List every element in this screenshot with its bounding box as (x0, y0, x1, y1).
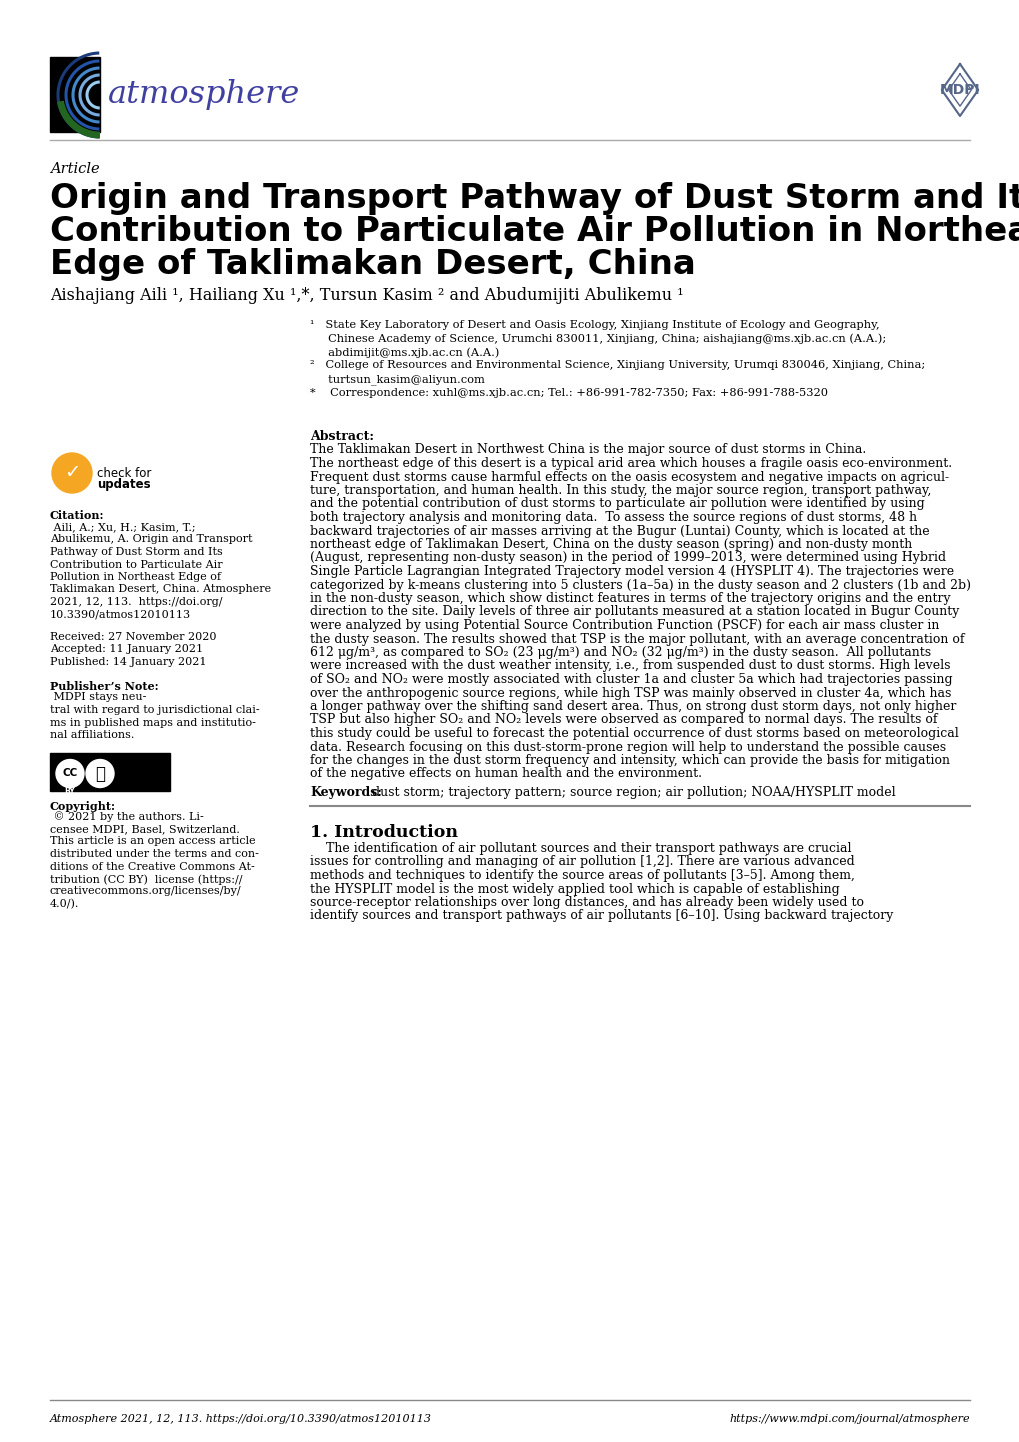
Text: Aishajiang Aili ¹, Hailiang Xu ¹,*, Tursun Kasim ² and Abudumijiti Abulikemu ¹: Aishajiang Aili ¹, Hailiang Xu ¹,*, Turs… (50, 287, 683, 304)
Text: creativecommons.org/licenses/by/: creativecommons.org/licenses/by/ (50, 887, 242, 897)
Text: Taklimakan Desert, China. Atmosphere: Taklimakan Desert, China. Atmosphere (50, 584, 271, 594)
Text: ditions of the Creative Commons At-: ditions of the Creative Commons At- (50, 861, 255, 871)
Text: both trajectory analysis and monitoring data.  To assess the source regions of d: both trajectory analysis and monitoring … (310, 510, 916, 523)
Bar (50, 753, 170, 790)
Text: censee MDPI, Basel, Switzerland.: censee MDPI, Basel, Switzerland. (50, 823, 239, 833)
Text: source-receptor relationships over long distances, and has already been widely u: source-receptor relationships over long … (310, 895, 863, 908)
Text: Aili, A.; Xu, H.; Kasim, T.;: Aili, A.; Xu, H.; Kasim, T.; (50, 522, 196, 532)
Text: Abstract:: Abstract: (310, 430, 374, 443)
Text: Keywords:: Keywords: (310, 786, 381, 799)
Text: issues for controlling and managing of air pollution [1,2]. There are various ad: issues for controlling and managing of a… (310, 855, 854, 868)
Text: were analyzed by using Potential Source Contribution Function (PSCF) for each ai: were analyzed by using Potential Source … (310, 619, 938, 632)
Text: Pollution in Northeast Edge of: Pollution in Northeast Edge of (50, 572, 221, 583)
Text: Article: Article (50, 162, 100, 176)
Text: ¹   State Key Laboratory of Desert and Oasis Ecology, Xinjiang Institute of Ecol: ¹ State Key Laboratory of Desert and Oas… (310, 320, 878, 330)
Text: ⓑ: ⓑ (95, 764, 105, 783)
Text: ✓: ✓ (64, 463, 81, 483)
Text: turtsun_kasim@aliyun.com: turtsun_kasim@aliyun.com (310, 373, 484, 385)
Text: Received: 27 November 2020: Received: 27 November 2020 (50, 632, 216, 642)
Text: atmosphere: atmosphere (108, 78, 300, 110)
Text: CC: CC (62, 769, 77, 779)
Text: Published: 14 January 2021: Published: 14 January 2021 (50, 658, 206, 668)
Text: the dusty season. The results showed that TSP is the major pollutant, with an av: the dusty season. The results showed tha… (310, 633, 964, 646)
Text: Atmosphere 2021, 12, 113. https://doi.org/10.3390/atmos12010113: Atmosphere 2021, 12, 113. https://doi.or… (50, 1415, 432, 1425)
Text: Accepted: 11 January 2021: Accepted: 11 January 2021 (50, 645, 203, 655)
Text: ms in published maps and institutio-: ms in published maps and institutio- (50, 718, 256, 728)
Text: dust storm; trajectory pattern; source region; air pollution; NOAA/HYSPLIT model: dust storm; trajectory pattern; source r… (372, 786, 895, 799)
Text: of the negative effects on human health and the environment.: of the negative effects on human health … (310, 767, 701, 780)
Circle shape (56, 760, 84, 787)
Text: © 2021 by the authors. Li-: © 2021 by the authors. Li- (50, 812, 204, 822)
Text: Contribution to Particulate Air Pollution in Northeast: Contribution to Particulate Air Pollutio… (50, 215, 1019, 248)
Text: the HYSPLIT model is the most widely applied tool which is capable of establishi: the HYSPLIT model is the most widely app… (310, 883, 839, 895)
Text: 4.0/).: 4.0/). (50, 898, 79, 910)
Text: updates: updates (97, 477, 151, 490)
Text: Frequent dust storms cause harmful effects on the oasis ecosystem and negative i: Frequent dust storms cause harmful effec… (310, 470, 949, 483)
Text: this study could be useful to forecast the potential occurrence of dust storms b: this study could be useful to forecast t… (310, 727, 958, 740)
Text: *    Correspondence: xuhl@ms.xjb.ac.cn; Tel.: +86-991-782-7350; Fax: +86-991-788: * Correspondence: xuhl@ms.xjb.ac.cn; Tel… (310, 388, 827, 398)
Text: and the potential contribution of dust storms to particulate air pollution were : and the potential contribution of dust s… (310, 497, 924, 510)
Text: direction to the site. Daily levels of three air pollutants measured at a statio: direction to the site. Daily levels of t… (310, 606, 959, 619)
Text: in the non-dusty season, which show distinct features in terms of the trajectory: in the non-dusty season, which show dist… (310, 593, 950, 606)
Text: ture, transportation, and human health. In this study, the major source region, : ture, transportation, and human health. … (310, 485, 930, 497)
Text: were increased with the dust weather intensity, i.e., from suspended dust to dus: were increased with the dust weather int… (310, 659, 950, 672)
Text: for the changes in the dust storm frequency and intensity, which can provide the: for the changes in the dust storm freque… (310, 754, 949, 767)
Text: Publisher’s Note:: Publisher’s Note: (50, 682, 159, 692)
Text: The northeast edge of this desert is a typical arid area which houses a fragile : The northeast edge of this desert is a t… (310, 457, 951, 470)
Text: MDPI: MDPI (938, 84, 979, 97)
Text: BY: BY (64, 786, 75, 796)
Text: Copyright:: Copyright: (50, 800, 116, 812)
Text: TSP but also higher SO₂ and NO₂ levels were observed as compared to normal days.: TSP but also higher SO₂ and NO₂ levels w… (310, 714, 936, 727)
Text: Abulikemu, A. Origin and Transport: Abulikemu, A. Origin and Transport (50, 535, 253, 545)
Text: 2021, 12, 113.  https://doi.org/: 2021, 12, 113. https://doi.org/ (50, 597, 222, 607)
Text: over the anthropogenic source regions, while high TSP was mainly observed in clu: over the anthropogenic source regions, w… (310, 686, 951, 699)
Text: Origin and Transport Pathway of Dust Storm and Its: Origin and Transport Pathway of Dust Sto… (50, 182, 1019, 215)
Text: Pathway of Dust Storm and Its: Pathway of Dust Storm and Its (50, 547, 222, 557)
Text: The Taklimakan Desert in Northwest China is the major source of dust storms in C: The Taklimakan Desert in Northwest China… (310, 444, 865, 457)
Text: ²   College of Resources and Environmental Science, Xinjiang University, Urumqi : ² College of Resources and Environmental… (310, 360, 924, 371)
Text: categorized by k-means clustering into 5 clusters (1a–5a) in the dusty season an: categorized by k-means clustering into 5… (310, 578, 970, 591)
Text: This article is an open access article: This article is an open access article (50, 836, 256, 846)
Text: (August, representing non-dusty season) in the period of 1999–2013, were determi: (August, representing non-dusty season) … (310, 551, 946, 564)
Text: methods and techniques to identify the source areas of pollutants [3–5]. Among t: methods and techniques to identify the s… (310, 870, 854, 883)
Text: nal affiliations.: nal affiliations. (50, 730, 135, 740)
Text: identify sources and transport pathways of air pollutants [6–10]. Using backward: identify sources and transport pathways … (310, 910, 893, 923)
Text: Citation:: Citation: (50, 510, 104, 521)
Circle shape (52, 453, 92, 493)
Text: of SO₂ and NO₂ were mostly associated with cluster 1a and cluster 5a which had t: of SO₂ and NO₂ were mostly associated wi… (310, 673, 952, 686)
Text: Contribution to Particulate Air: Contribution to Particulate Air (50, 559, 222, 570)
Text: tral with regard to jurisdictional clai-: tral with regard to jurisdictional clai- (50, 705, 260, 715)
Text: Chinese Academy of Science, Urumchi 830011, Xinjiang, China; aishajiang@ms.xjb.a: Chinese Academy of Science, Urumchi 8300… (310, 333, 886, 345)
Circle shape (86, 760, 114, 787)
Text: MDPI stays neu-: MDPI stays neu- (50, 692, 147, 702)
Text: northeast edge of Taklimakan Desert, China on the dusty season (spring) and non-: northeast edge of Taklimakan Desert, Chi… (310, 538, 911, 551)
Text: 1. Introduction: 1. Introduction (310, 823, 458, 841)
Text: data. Research focusing on this dust-storm-prone region will help to understand : data. Research focusing on this dust-sto… (310, 741, 946, 754)
Text: tribution (CC BY)  license (https://: tribution (CC BY) license (https:// (50, 874, 243, 884)
Text: The identification of air pollutant sources and their transport pathways are cru: The identification of air pollutant sour… (310, 842, 851, 855)
Text: Edge of Taklimakan Desert, China: Edge of Taklimakan Desert, China (50, 248, 695, 281)
Text: distributed under the terms and con-: distributed under the terms and con- (50, 849, 259, 859)
Text: abdimijit@ms.xjb.ac.cn (A.A.): abdimijit@ms.xjb.ac.cn (A.A.) (310, 348, 499, 358)
Text: Single Particle Lagrangian Integrated Trajectory model version 4 (HYSPLIT 4). Th: Single Particle Lagrangian Integrated Tr… (310, 565, 953, 578)
Text: 10.3390/atmos12010113: 10.3390/atmos12010113 (50, 610, 191, 620)
Text: https://www.mdpi.com/journal/atmosphere: https://www.mdpi.com/journal/atmosphere (729, 1415, 969, 1425)
Text: 612 μg/m³, as compared to SO₂ (23 μg/m³) and NO₂ (32 μg/m³) in the dusty season.: 612 μg/m³, as compared to SO₂ (23 μg/m³)… (310, 646, 930, 659)
Text: backward trajectories of air masses arriving at the Bugur (Luntai) County, which: backward trajectories of air masses arri… (310, 525, 928, 538)
Text: check for: check for (97, 467, 151, 480)
Text: a longer pathway over the shifting sand desert area. Thus, on strong dust storm : a longer pathway over the shifting sand … (310, 699, 956, 712)
Bar (50, 58, 100, 133)
